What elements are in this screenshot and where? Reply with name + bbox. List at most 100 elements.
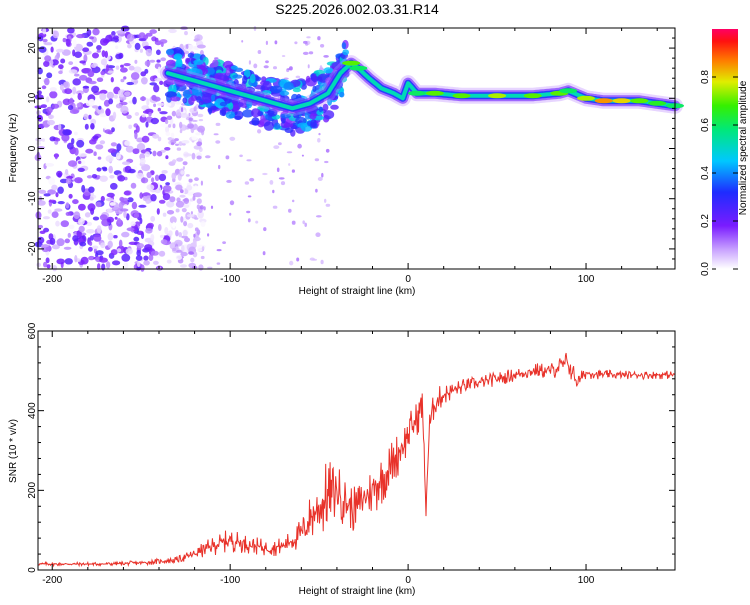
heatmap-noise-blob (55, 48, 65, 53)
heatmap-noise-blob (139, 157, 146, 165)
heatmap-noise-blob (248, 60, 251, 65)
heatmap-noise-blob (182, 229, 188, 236)
heatmap-noise-blob (46, 106, 53, 114)
heatmap-noise-blob (190, 257, 195, 263)
heatmap-noise-blob (86, 229, 95, 234)
heatmap-ridge-blob (187, 52, 195, 59)
heatmap-noise-blob (159, 234, 165, 238)
heatmap-noise-blob (215, 140, 221, 144)
heatmap-noise-blob (294, 41, 298, 45)
heatmap-noise-blob (302, 51, 309, 56)
heatmap-noise-blob (160, 41, 164, 48)
heatmap-noise-blob (178, 232, 182, 238)
heatmap-noise-blob (158, 199, 166, 204)
heatmap-noise-blob (291, 220, 296, 225)
heatmap-noise-blob (95, 250, 104, 256)
heatmap-noise-blob (130, 182, 137, 189)
heatmap-noise-blob (55, 137, 61, 142)
heatmap-noise-blob (148, 254, 154, 261)
heatmap-ridge-blob (323, 67, 334, 74)
heatmap-noise-blob (312, 258, 317, 261)
heatmap-noise-blob (180, 189, 184, 194)
heatmap-y-axis-label: Frequency (Hz) (8, 114, 19, 183)
heatmap-noise-blob (145, 200, 151, 205)
heatmap-noise-blob (165, 31, 171, 36)
heatmap-noise-blob (47, 189, 56, 195)
heatmap-noise-blob (292, 199, 295, 203)
heatmap-x-tick-label: 100 (578, 274, 595, 285)
heatmap-noise-blob (123, 210, 127, 218)
heatmap-noise-blob (303, 40, 308, 44)
heatmap-noise-blob (106, 91, 115, 100)
heatmap-ridge-blob (166, 48, 174, 56)
heatmap-noise-blob (193, 185, 198, 192)
heatmap-noise-blob (127, 197, 134, 203)
heatmap-noise-blob (69, 97, 74, 106)
heatmap-noise-blob (262, 251, 266, 256)
heatmap-noise-blob (86, 29, 92, 37)
heatmap-ridge-blob (191, 85, 202, 96)
heatmap-noise-blob (160, 57, 167, 62)
heatmap-ridge-peak (408, 90, 426, 96)
heatmap-noise-blob (143, 45, 152, 50)
heatmap-noise-blob (101, 50, 106, 58)
heatmap-noise-blob (218, 164, 221, 170)
heatmap-noise-blob (150, 250, 159, 256)
heatmap-noise-blob (176, 157, 184, 162)
heatmap-ridge-peak (648, 100, 667, 106)
heatmap-noise-blob (50, 46, 54, 53)
heatmap-noise-blob (162, 212, 167, 217)
heatmap-noise-blob (191, 152, 196, 160)
heatmap-noise-blob (95, 201, 102, 208)
heatmap-noise-blob (276, 167, 280, 173)
heatmap-noise-blob (84, 123, 89, 130)
chart-title: S225.2026.002.03.31.R14 (275, 1, 439, 17)
heatmap-noise-blob (170, 142, 175, 146)
heatmap-noise-blob (175, 255, 182, 261)
heatmap-noise-blob (116, 30, 125, 35)
heatmap-noise-blob (307, 64, 310, 69)
heatmap-noise-blob (281, 55, 286, 57)
heatmap-noise-blob (37, 224, 44, 229)
heatmap-ridge-blob (251, 108, 261, 118)
heatmap-noise-blob (136, 249, 141, 257)
heatmap-noise-blob (88, 246, 93, 252)
heatmap-ridge-blob (280, 113, 292, 119)
heatmap-noise-blob (61, 133, 70, 142)
heatmap-ridge-blob (219, 101, 227, 107)
heatmap-noise-blob (176, 147, 182, 151)
heatmap-noise-blob (188, 117, 194, 122)
heatmap-noise-blob (115, 103, 123, 109)
heatmap-noise-blob (120, 25, 130, 32)
heatmap-noise-blob (179, 129, 183, 134)
heatmap-noise-blob (185, 174, 190, 177)
heatmap-noise-blob (47, 119, 55, 126)
heatmap-noise-blob (60, 220, 69, 228)
heatmap-noise-blob (115, 53, 123, 60)
heatmap-noise-blob (139, 96, 147, 101)
heatmap-noise-blob (159, 111, 168, 115)
heatmap-noise-blob (181, 208, 187, 213)
heatmap-noise-blob (200, 221, 206, 227)
heatmap-noise-blob (229, 200, 235, 206)
heatmap-noise-blob (100, 242, 106, 249)
heatmap-noise-blob (38, 189, 47, 194)
heatmap-noise-blob (192, 239, 197, 247)
heatmap-noise-blob (67, 27, 75, 34)
heatmap-noise-blob (222, 241, 227, 245)
heatmap-noise-blob (105, 64, 110, 72)
heatmap-noise-blob (207, 266, 213, 269)
heatmap-noise-blob (105, 197, 114, 202)
colorbar-tick-label: 0.6 (700, 118, 711, 132)
heatmap-noise-blob (51, 103, 60, 109)
heatmap-noise-blob (263, 65, 269, 69)
heatmap-noise-blob (44, 55, 52, 62)
heatmap-ridge-blob (283, 82, 294, 91)
heatmap-ridge-blob (210, 105, 219, 111)
heatmap-ridge-blob (242, 75, 248, 84)
heatmap-noise-blob (136, 243, 144, 249)
heatmap-noise-blob (89, 241, 93, 246)
heatmap-noise-blob (156, 59, 161, 63)
heatmap-noise-blob (48, 177, 56, 185)
heatmap-noise-blob (78, 203, 86, 211)
